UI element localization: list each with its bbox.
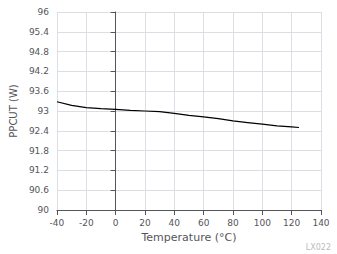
svg-text:91.8: 91.8 bbox=[29, 146, 49, 156]
svg-text:92.4: 92.4 bbox=[29, 126, 49, 136]
svg-text:93: 93 bbox=[37, 106, 48, 116]
svg-text:120: 120 bbox=[283, 218, 300, 228]
svg-text:140: 140 bbox=[312, 218, 329, 228]
svg-text:100: 100 bbox=[254, 218, 271, 228]
svg-text:95.4: 95.4 bbox=[29, 27, 49, 37]
svg-text:Temperature (°C): Temperature (°C) bbox=[140, 231, 236, 244]
svg-text:91.2: 91.2 bbox=[29, 165, 49, 175]
svg-text:-40: -40 bbox=[50, 218, 65, 228]
svg-text:96: 96 bbox=[37, 7, 49, 17]
svg-text:PPCUT (W): PPCUT (W) bbox=[8, 84, 19, 137]
svg-text:90: 90 bbox=[37, 205, 49, 215]
svg-text:93.6: 93.6 bbox=[29, 86, 49, 96]
svg-text:0: 0 bbox=[113, 218, 119, 228]
svg-text:80: 80 bbox=[227, 218, 239, 228]
svg-text:90.6: 90.6 bbox=[29, 185, 49, 195]
svg-text:20: 20 bbox=[139, 218, 151, 228]
svg-text:60: 60 bbox=[198, 218, 210, 228]
svg-text:94.2: 94.2 bbox=[29, 66, 49, 76]
svg-text:-20: -20 bbox=[79, 218, 94, 228]
svg-text:40: 40 bbox=[169, 218, 181, 228]
svg-text:LX022: LX022 bbox=[306, 243, 331, 252]
svg-text:94.8: 94.8 bbox=[29, 47, 49, 57]
